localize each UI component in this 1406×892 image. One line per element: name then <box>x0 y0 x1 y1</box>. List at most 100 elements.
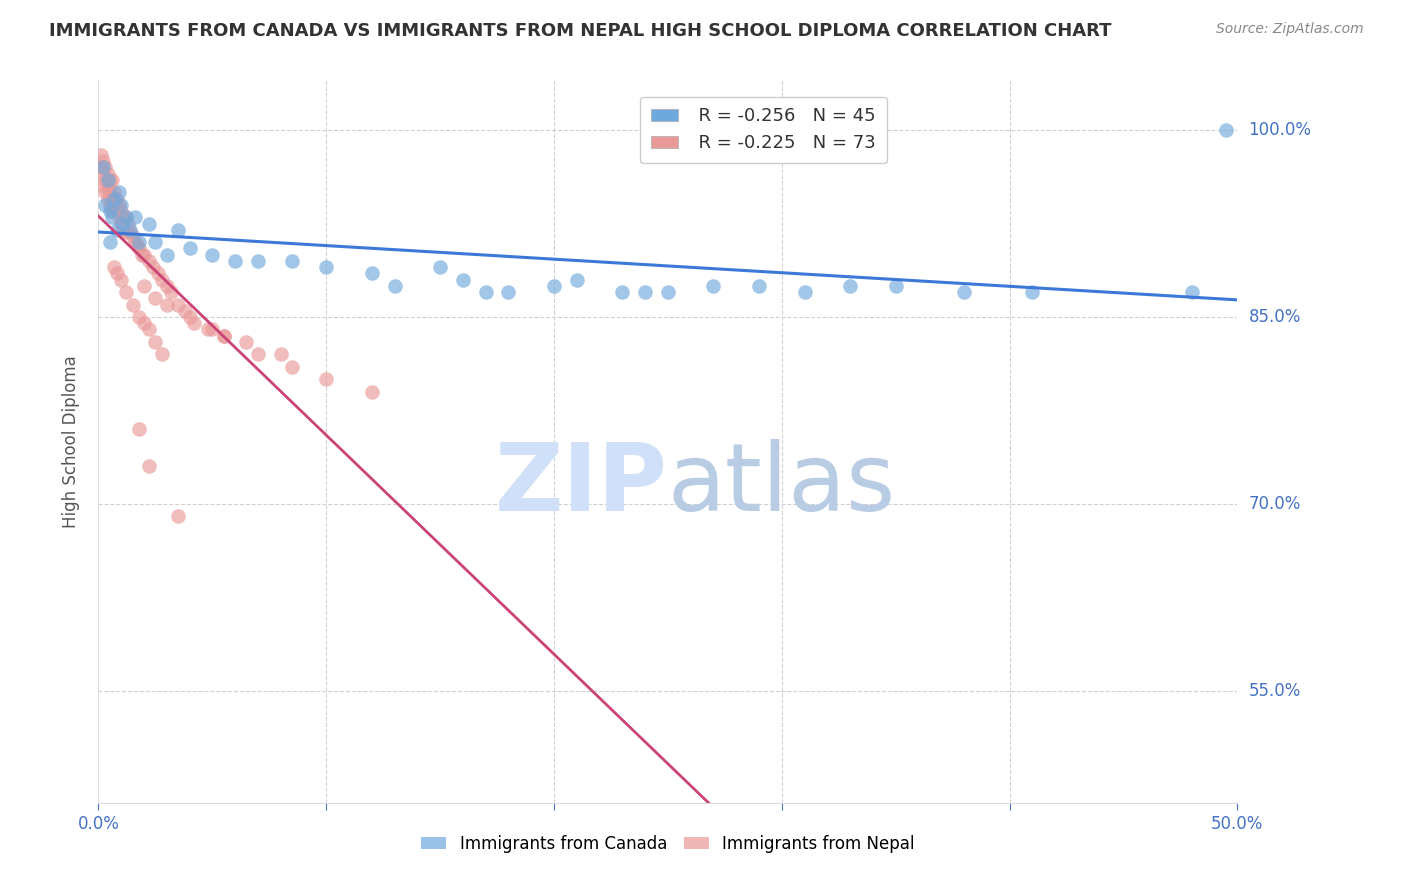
Point <box>235 334 257 349</box>
Point <box>114 225 136 239</box>
Point <box>110 272 132 286</box>
Point <box>94 198 117 212</box>
Point <box>101 173 124 187</box>
Point <box>953 285 976 299</box>
Point <box>98 186 121 200</box>
Point <box>138 322 160 336</box>
Point <box>270 347 292 361</box>
Y-axis label: High School Diploma: High School Diploma <box>62 355 80 528</box>
Point <box>474 285 496 299</box>
Point <box>91 179 114 194</box>
Point <box>884 278 907 293</box>
Point <box>179 310 201 324</box>
Point <box>201 322 224 336</box>
Point <box>112 217 135 231</box>
Point <box>145 291 167 305</box>
Point <box>110 198 132 212</box>
Text: atlas: atlas <box>668 439 896 531</box>
Point <box>94 173 117 187</box>
Point <box>138 217 160 231</box>
Point <box>793 285 815 299</box>
Point <box>281 254 304 268</box>
Point <box>128 422 150 436</box>
Point <box>197 322 219 336</box>
Point <box>120 225 142 239</box>
Point <box>101 204 124 219</box>
Point <box>132 278 155 293</box>
Point <box>167 509 190 524</box>
Point <box>98 173 121 187</box>
Point <box>91 154 114 169</box>
Point <box>429 260 451 274</box>
Point <box>246 254 269 268</box>
Point <box>315 372 337 386</box>
Point <box>212 328 235 343</box>
Point <box>156 297 179 311</box>
Point <box>90 148 112 162</box>
Point <box>105 266 128 280</box>
Point <box>110 204 132 219</box>
Point <box>360 384 382 399</box>
Point <box>702 278 724 293</box>
Point <box>117 217 139 231</box>
Point <box>1181 285 1204 299</box>
Point <box>121 297 143 311</box>
Point <box>212 328 235 343</box>
Point <box>156 278 179 293</box>
Point <box>138 459 160 474</box>
Point <box>1021 285 1043 299</box>
Point <box>121 229 143 244</box>
Point <box>498 285 520 299</box>
Point <box>108 198 131 212</box>
Point <box>94 186 117 200</box>
Point <box>101 211 124 225</box>
Point <box>98 235 121 250</box>
Point <box>174 303 197 318</box>
Point <box>105 223 128 237</box>
Point <box>150 347 173 361</box>
Point <box>156 248 179 262</box>
Legend: Immigrants from Canada, Immigrants from Nepal: Immigrants from Canada, Immigrants from … <box>415 828 921 860</box>
Point <box>657 285 679 299</box>
Point <box>160 285 183 299</box>
Point <box>96 167 118 181</box>
Point <box>179 242 201 256</box>
Point <box>112 223 135 237</box>
Point <box>98 204 121 219</box>
Point <box>103 192 125 206</box>
Text: IMMIGRANTS FROM CANADA VS IMMIGRANTS FROM NEPAL HIGH SCHOOL DIPLOMA CORRELATION : IMMIGRANTS FROM CANADA VS IMMIGRANTS FRO… <box>49 22 1112 40</box>
Point <box>384 278 406 293</box>
Point <box>246 347 269 361</box>
Point <box>451 272 474 286</box>
Point <box>167 297 190 311</box>
Point <box>612 285 634 299</box>
Point <box>839 278 862 293</box>
Point <box>105 204 128 219</box>
Point <box>146 266 169 280</box>
Point <box>91 167 114 181</box>
Point <box>103 186 125 200</box>
Point <box>183 316 205 330</box>
Text: 70.0%: 70.0% <box>1249 495 1301 513</box>
Point <box>114 285 136 299</box>
Point <box>1215 123 1237 137</box>
Point <box>96 192 118 206</box>
Point <box>128 242 150 256</box>
Point <box>110 217 132 231</box>
Text: 100.0%: 100.0% <box>1249 121 1312 139</box>
Point <box>96 179 118 194</box>
Point <box>150 272 173 286</box>
Point <box>201 248 224 262</box>
Point <box>132 248 155 262</box>
Point <box>224 254 246 268</box>
Point <box>101 192 124 206</box>
Point <box>748 278 770 293</box>
Point <box>131 248 153 262</box>
Point <box>98 198 121 212</box>
Point <box>128 235 150 250</box>
Point <box>142 260 165 274</box>
Point <box>103 198 125 212</box>
Point <box>138 254 160 268</box>
Point <box>94 161 117 175</box>
Point <box>96 173 118 187</box>
